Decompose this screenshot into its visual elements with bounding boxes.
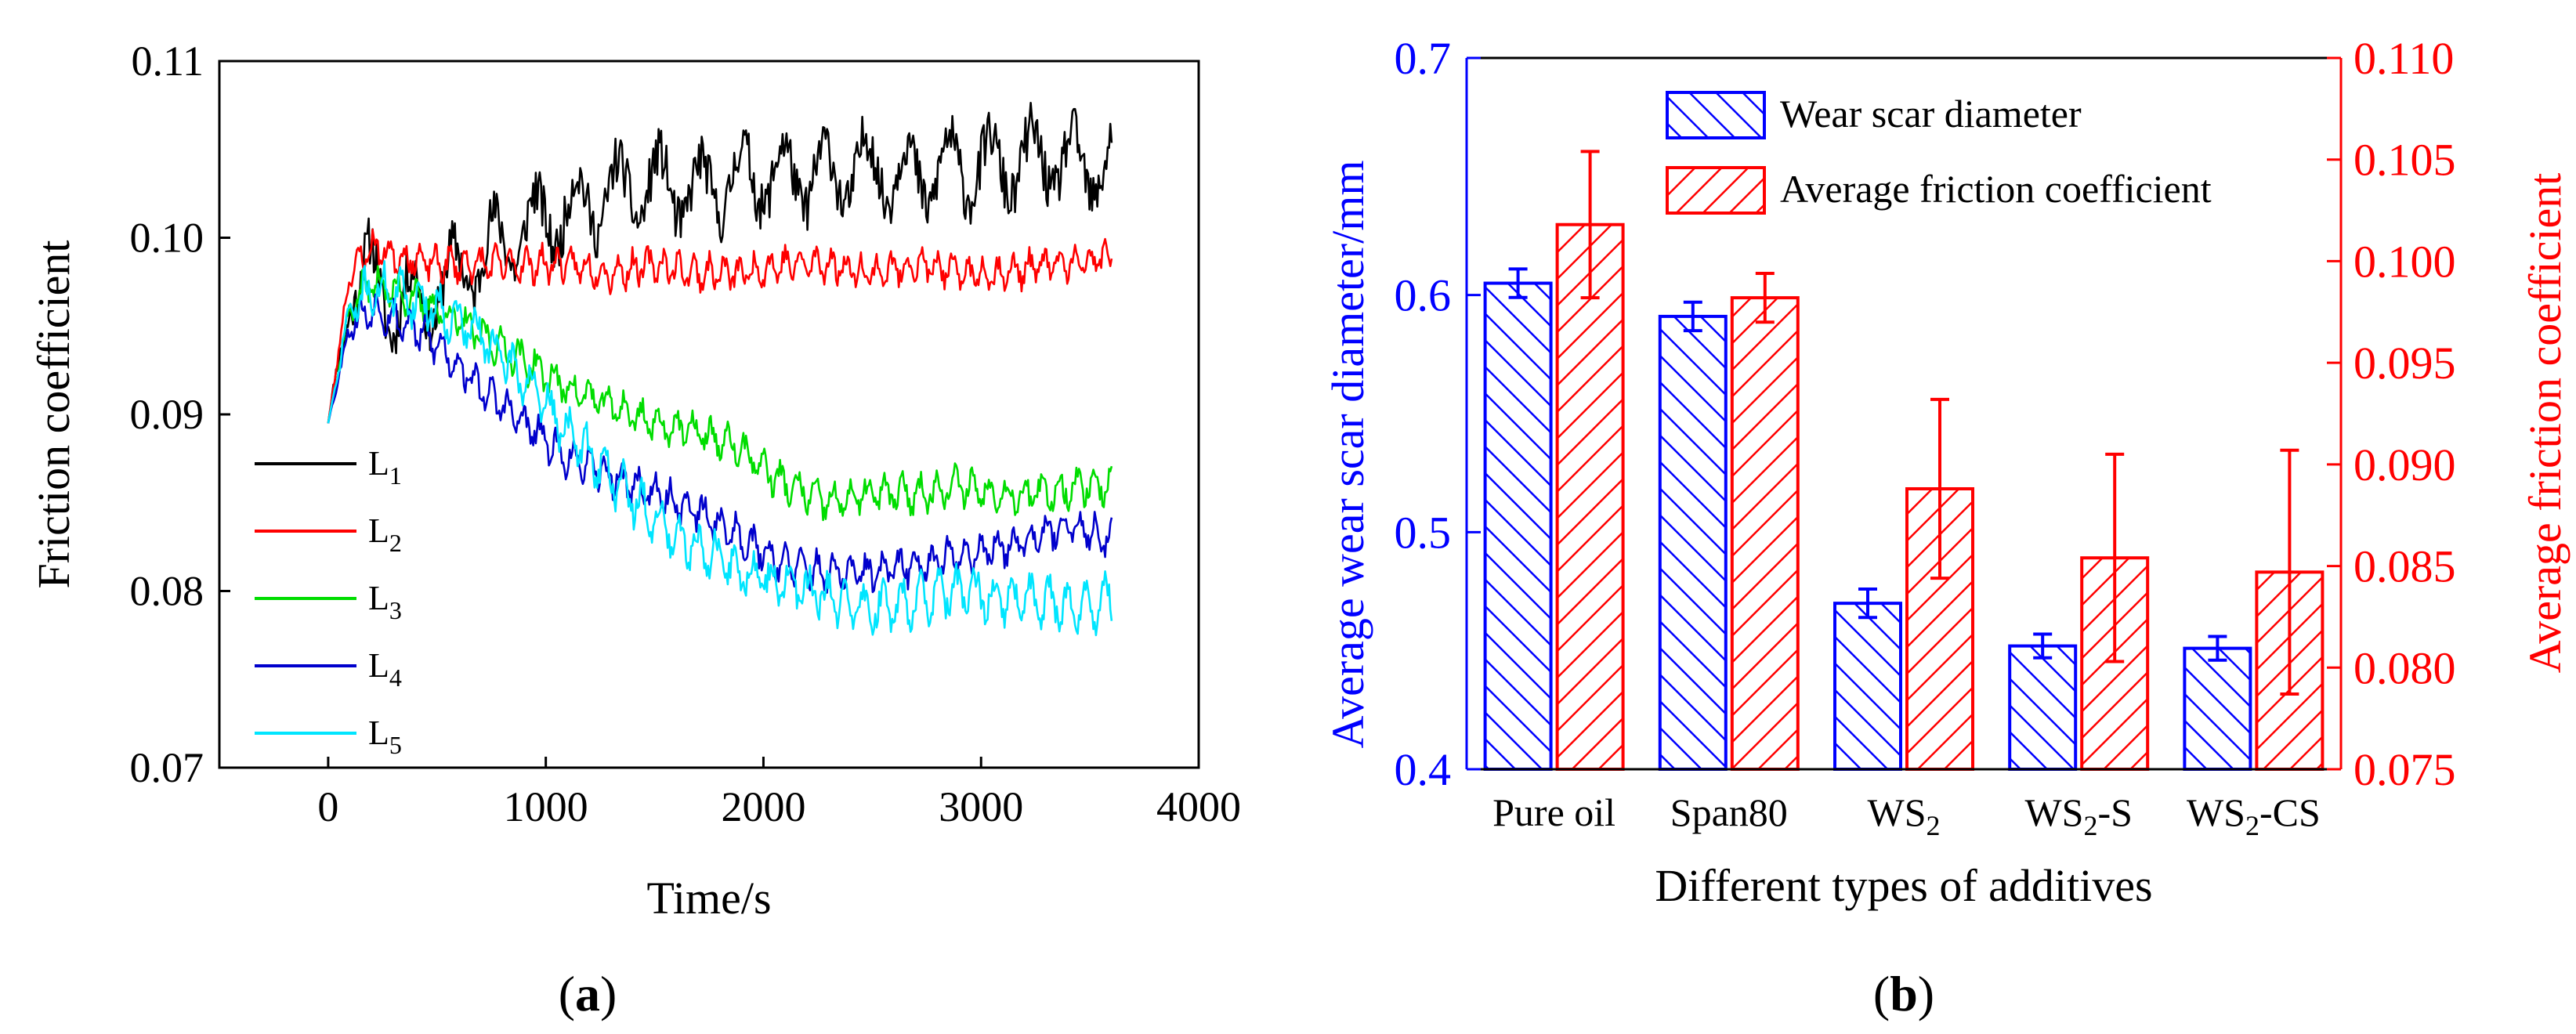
panel-a-y-ticks: 0.07 0.08 0.09 0.10 0.11 (130, 38, 230, 791)
series-line-l5 (327, 259, 1113, 637)
category-label: WS2-CS (2187, 790, 2321, 841)
y-tick-label: 0.10 (130, 215, 204, 262)
x-tick-label: 2000 (721, 783, 805, 830)
panel-a-x-ticks: 0 1000 2000 3000 4000 (317, 757, 1241, 830)
wear-scar-bar (2008, 644, 2078, 772)
x-tick-label: 4000 (1156, 783, 1241, 830)
series-line-l1 (327, 102, 1113, 424)
panel-a-x-axis-label: Time/s (646, 873, 771, 924)
right-y-ticks: 0.075 0.080 0.085 0.090 0.095 0.100 0.105 0.110 (2327, 33, 2456, 795)
series-line-l2 (327, 228, 1113, 424)
right-y-tick-label: 0.095 (2353, 338, 2456, 389)
category-label: Pure oil (1492, 790, 1615, 834)
friction-bar (1730, 296, 1800, 771)
panel-b-x-axis-label: Different types of additives (1655, 860, 2152, 911)
y-tick-label: 0.11 (132, 38, 204, 85)
y-tick-label: 0.07 (130, 744, 204, 791)
x-tick-label: 0 (317, 783, 338, 830)
x-tick-label: 1000 (504, 783, 588, 830)
panel-a-legend: L1 L2 L3 L4 L5 (255, 444, 402, 759)
category-labels: Pure oil Span80 WS2 WS2-S WS2-CS (1492, 790, 2321, 841)
wear-scar-bar (2183, 646, 2252, 772)
left-y-tick-label: 0.4 (1395, 744, 1452, 795)
friction-series-group (327, 102, 1113, 637)
legend-label: Average friction coefficient (1780, 167, 2212, 211)
right-y-tick-label: 0.100 (2353, 236, 2456, 287)
category-label: Span80 (1670, 790, 1788, 834)
left-y-tick-label: 0.5 (1395, 507, 1452, 558)
right-y-axis-label: Average friction coefficient (2520, 173, 2571, 674)
wear-scar-bar (1483, 281, 1553, 771)
panel-a-y-axis-label: Friction coefficient (28, 240, 79, 588)
panel-b-legend: Wear scar diameter Average friction coeff… (1666, 91, 2212, 215)
left-y-tick-label: 0.6 (1395, 270, 1452, 321)
right-y-tick-label: 0.110 (2353, 33, 2454, 84)
panel-b-bar-chart: 0.40.50.60.7 0.0750.0800.0850.0900.0950.… (1322, 33, 2571, 1021)
right-y-tick-label: 0.105 (2353, 135, 2456, 186)
right-y-tick-label: 0.075 (2353, 744, 2456, 795)
legend-label-l4: L4 (368, 646, 402, 692)
bar-group (1483, 150, 2325, 772)
legend-label: Wear scar diameter (1780, 92, 2082, 136)
x-tick-label: 3000 (939, 783, 1023, 830)
left-y-ticks: 0.4 0.5 0.6 0.7 (1395, 33, 1481, 795)
right-y-tick-label: 0.085 (2353, 541, 2456, 592)
series-line-l4 (327, 293, 1113, 594)
left-y-tick-label: 0.7 (1395, 33, 1452, 84)
panel-b-caption: (b) (1873, 966, 1934, 1021)
right-y-tick-label: 0.090 (2353, 439, 2456, 490)
category-label: WS2-S (2024, 790, 2132, 841)
y-tick-label: 0.08 (130, 568, 204, 615)
legend-label-l3: L3 (368, 579, 402, 624)
right-y-tick-label: 0.080 (2353, 642, 2456, 693)
friction-bar (1555, 222, 1625, 771)
y-tick-label: 0.09 (130, 391, 204, 438)
legend-label-l2: L2 (368, 512, 402, 557)
wear-scar-bar (1833, 602, 1902, 772)
legend-swatch (1666, 166, 1766, 215)
category-label: WS2 (1868, 790, 1941, 841)
left-y-axis-label: Average wear scar diameter/mm (1322, 161, 1373, 749)
panel-a-caption: (a) (559, 966, 617, 1021)
panel-a-plot-frame (218, 60, 1200, 769)
legend-label-l1: L1 (368, 444, 402, 490)
wear-scar-bar (1658, 314, 1728, 771)
series-line-l3 (327, 265, 1113, 522)
panel-a-line-chart: 0 1000 2000 3000 4000 0.07 0.08 0.09 0.10 0.11 T… (28, 38, 1241, 1021)
legend-label-l5: L5 (368, 714, 402, 759)
legend-swatch (1666, 91, 1766, 139)
